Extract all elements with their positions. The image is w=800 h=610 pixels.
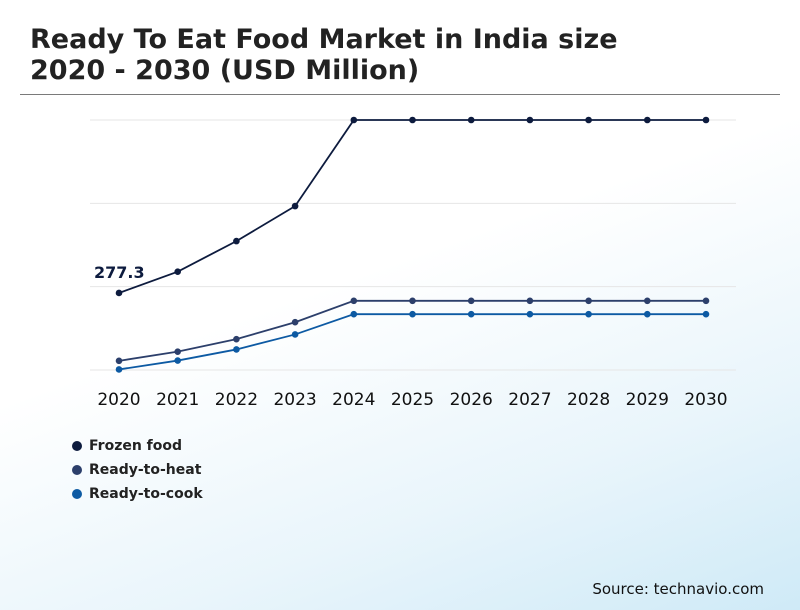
x-tick-label-6: 2026 [450,390,493,410]
data-point-2-1 [174,357,181,364]
data-point-1-4 [350,297,358,305]
data-point-2-6 [467,310,475,318]
data-point-0-0 [115,289,123,297]
data-point-2-2 [233,346,240,353]
data-point-1-9 [644,297,651,305]
x-tick-label-0: 2020 [97,390,140,410]
x-tick-label-10: 2030 [684,390,727,410]
data-point-1-6 [467,297,475,305]
data-point-1-10 [702,297,710,305]
data-point-2-0 [115,366,123,373]
data-point-2-5 [409,310,416,318]
series-line-1 [118,299,706,362]
series-line-2 [118,313,706,371]
data-point-0-9 [644,116,651,124]
data-point-1-7 [526,297,534,305]
data-point-0-6 [467,116,475,124]
data-point-0-4 [350,116,358,124]
data-point-2-9 [644,310,651,318]
legend-label: Ready-to-heat [89,462,202,478]
data-point-1-2 [233,335,240,343]
legend-item-0: Frozen food [72,434,203,458]
data-point-0-1 [174,268,181,275]
data-point-0-10 [702,116,710,124]
x-tick-label-1: 2021 [156,390,199,410]
x-tick-label-3: 2023 [273,390,316,410]
chart-title-line-2: 2020 - 2030 (USD Million) [30,55,420,86]
x-tick-label-7: 2027 [508,390,551,410]
legend-dot-icon [72,465,82,475]
data-point-0-8 [585,116,592,124]
data-point-2-4 [350,310,358,318]
source-credit: Source: technavio.com [592,580,764,598]
x-tick-label-2: 2022 [215,390,258,410]
title-divider [20,94,780,95]
data-point-1-1 [174,348,181,355]
legend-label: Ready-to-cook [89,486,203,502]
data-point-2-10 [702,310,710,318]
chart-title: Ready To Eat Food Market in India size 2… [30,24,618,86]
data-point-1-5 [409,297,416,305]
data-label-0: 277.3 [94,263,145,282]
data-point-0-2 [233,237,240,245]
legend-label: Frozen food [89,438,183,454]
data-point-2-7 [526,310,534,318]
legend-dot-icon [72,441,82,451]
data-point-1-0 [115,357,123,365]
legend-item-2: Ready-to-cook [72,482,203,506]
chart-legend: Frozen food Ready-to-heat Ready-to-cook [72,434,203,506]
x-tick-label-9: 2029 [626,390,669,410]
data-point-0-7 [526,116,534,124]
data-point-0-3 [291,202,299,210]
data-point-2-8 [585,310,592,318]
data-point-2-3 [291,331,299,338]
x-tick-label-8: 2028 [567,390,610,410]
legend-dot-icon [72,489,82,499]
x-tick-label-5: 2025 [391,390,434,410]
data-point-0-5 [409,116,416,124]
chart-title-line-1: Ready To Eat Food Market in India size [30,24,618,55]
data-point-1-8 [585,297,592,305]
x-tick-label-4: 2024 [332,390,375,410]
data-point-1-3 [291,318,299,326]
series-line-0 [118,119,706,294]
legend-item-1: Ready-to-heat [72,458,203,482]
